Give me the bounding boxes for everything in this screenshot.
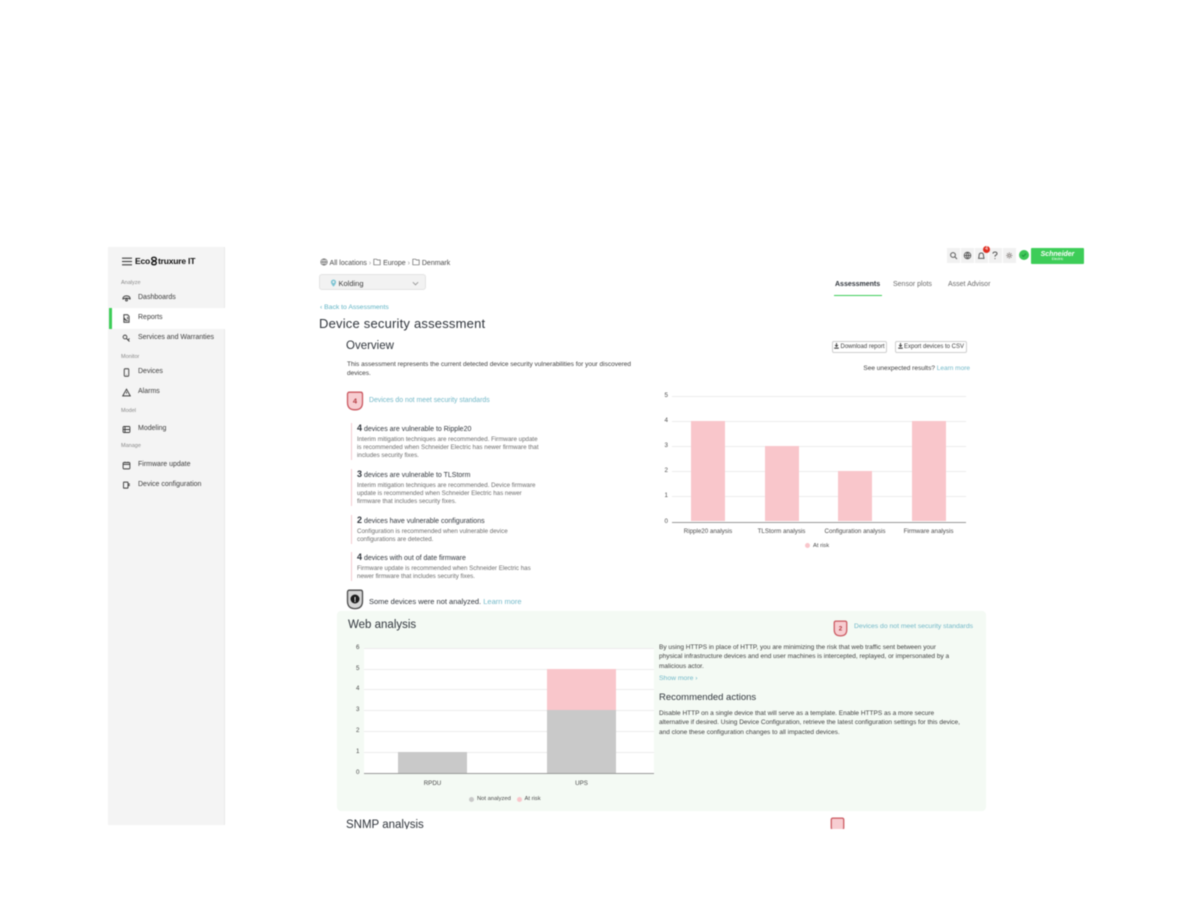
svg-text:4: 4 bbox=[353, 397, 358, 406]
svg-text:!: ! bbox=[354, 597, 356, 604]
svg-text:2: 2 bbox=[839, 626, 843, 633]
